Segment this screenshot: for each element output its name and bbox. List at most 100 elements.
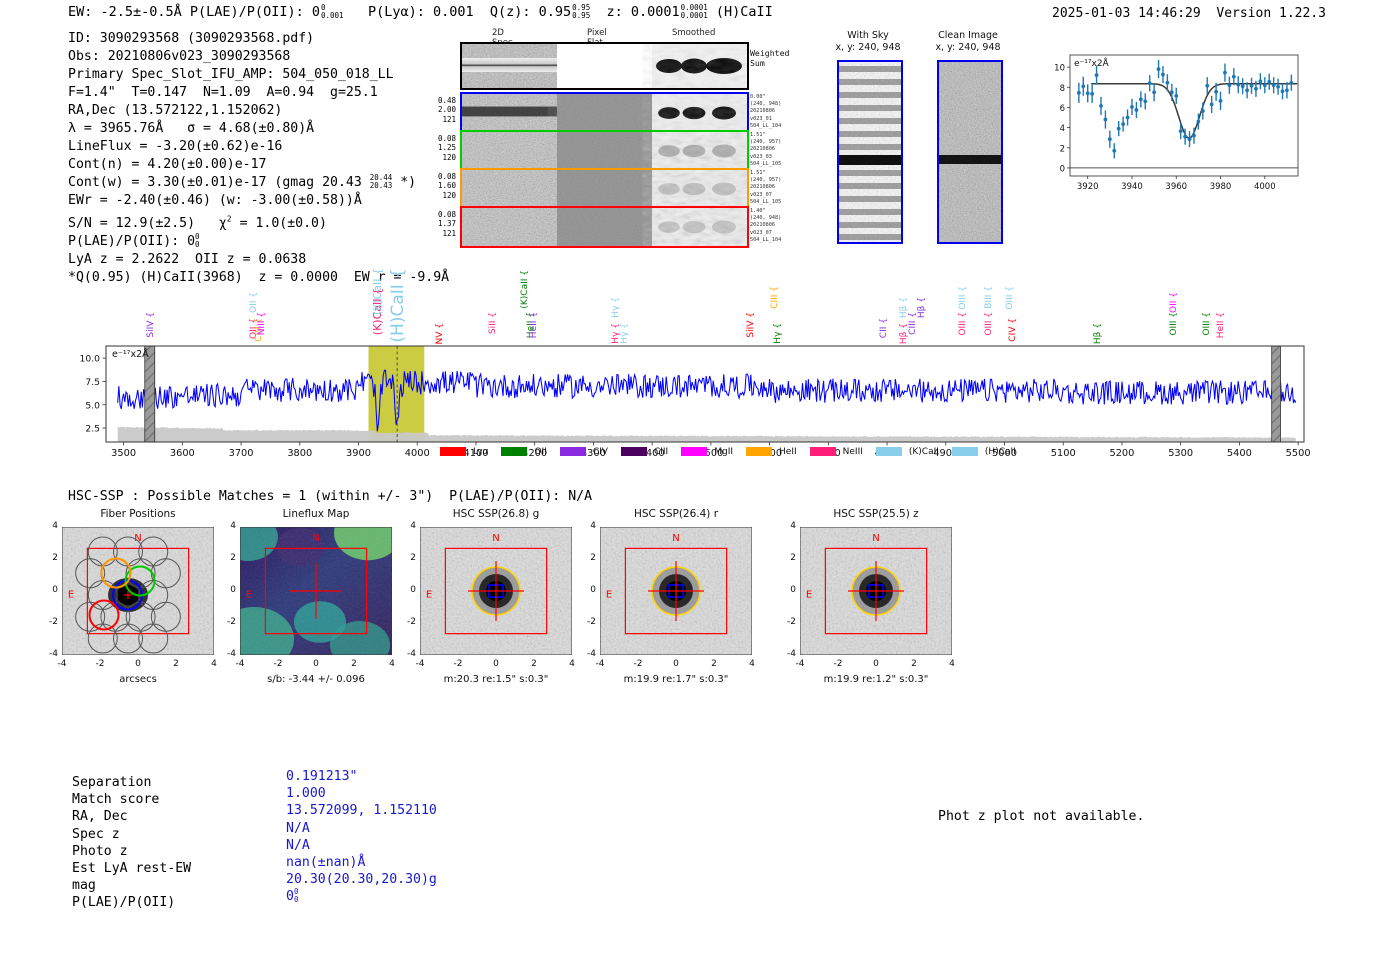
hsc-panel-caption: m:19.9 re:1.2" s:0.3" [823,674,929,685]
spectrum-units-annotation: e⁻¹⁷x2Å [112,348,149,360]
photz-unavailable-note: Phot z plot not available. [938,809,1145,824]
hsc-panel-caption: m:19.9 re:1.7" s:0.3" [623,674,729,685]
spectrum-line-marker: (K)CaII { [520,270,531,309]
hsc-axis-y-tick: -4 [49,649,58,659]
hsc-panel-caption: m:20.3 re:1.5" s:0.3" [443,674,549,685]
hsc-axis-y-tick: -4 [407,649,416,659]
match-property-value: nan(±nan)Å [286,855,366,871]
match-property-key: Photo z [72,843,128,859]
compass-north-label: N [672,533,679,544]
spectrum-line-marker: CIV { [1007,317,1018,342]
info-seeing: F=1.4" T=0.147 N=1.09 A=0.94 g=25.1 [68,85,378,101]
match-property-value: N/A [286,820,310,836]
legend-label: CIV [592,447,608,457]
hsc-panel-title: HSC SSP(25.5) z [833,508,919,520]
panel-title-smoothed: Smoothed [672,28,716,38]
legend-swatch [951,447,978,456]
compass-east-label: E [68,590,74,601]
match-property-key: Separation [72,775,152,790]
spectrum-line-marker: Hγ { [772,323,783,344]
hsc-axis-x-tick: 0 [493,659,499,669]
svg-text:5500: 5500 [1286,448,1311,459]
match-property-key: Match score [72,792,160,808]
legend-entry: CIII [620,447,669,457]
fiber-row-strip [460,130,749,172]
fiber-row-values: 0.08 1.60 120 [437,172,456,200]
hsc-axis-x-tick: 0 [135,659,141,669]
legend-label: MgII [714,447,734,457]
spectrum-line-marker: OIII { [984,312,995,337]
spectrum-line-marker: OIII { [1004,286,1015,311]
hsc-axis-x-tick: 2 [351,659,357,669]
svg-text:3920: 3920 [1077,182,1099,192]
hsc-axis-x-tick: 4 [211,659,217,669]
match-property-key: mag [72,878,96,894]
hsc-axis-x-tick: 2 [711,659,717,669]
hsc-axis-x-tick: -4 [235,659,245,669]
spectrum-line-marker: Hβ { [1092,323,1103,345]
hsc-axis-y-tick: 2 [52,553,58,563]
hsc-axis-y-tick: -4 [787,649,796,659]
svg-text:3800: 3800 [287,448,312,459]
legend-swatch [501,447,528,456]
legend-label: (K)CaII [908,447,939,457]
fiber-row-values: 0.08 1.37 121 [437,210,456,238]
fiber-row-values: 0.48 2.00 121 [437,96,456,124]
compass-north-label: N [134,533,141,544]
svg-text:2.5: 2.5 [85,424,100,435]
hsc-axis-y-tick: -2 [49,617,58,627]
hsc-axis-x-tick: -4 [415,659,425,669]
hsc-axis-y-tick: 0 [790,585,796,595]
gmag-range: 20.44 20.43 [369,173,393,191]
spectrum-line-marker: HeII { [1216,312,1227,339]
fiber-row-strip [460,206,749,248]
compass-east-label: E [426,590,432,601]
fiber-row-metadata: 1.51" (240, 957) 20210806 v023_07 504_LL_105 [750,170,782,205]
spectrum-line-marker: OIII { [957,312,968,337]
legend-entry: OII [501,447,547,457]
spectrum-line-marker: CII { [878,317,889,338]
linefit-units-annotation: e⁻¹⁷x2Å [1074,57,1110,69]
legend-swatch [620,447,647,456]
hsc-axis-y-tick: -4 [587,649,596,659]
hsc-axis-x-tick: 2 [531,659,537,669]
hsc-axis-x-tick: -4 [595,659,605,669]
hsc-axis-y-tick: 2 [410,553,416,563]
legend-label: OII [534,447,547,457]
svg-text:3900: 3900 [346,448,371,459]
spectrum-legend: Lyα OII CIV CIII MgII HeII NeIII (K)CaII (H)CaII [440,447,1029,457]
with-sky-image [837,60,903,244]
legend-label: NeIII [842,447,863,457]
hsc-axis-y-tick: 2 [790,553,796,563]
fiber-row-strip [460,92,749,134]
info-lineflux: LineFlux = -3.20(±0.62)e-16 [68,139,283,155]
hsc-axis-x-tick: 0 [313,659,319,669]
spectrum-line-marker: SiII { [488,312,499,335]
compass-north-label: N [872,533,879,544]
svg-text:4: 4 [1060,124,1065,134]
source-info-block: ID: 3090293568 (3090293568.pdf) Obs: 202… [68,30,449,287]
hsc-axis-x-tick: -2 [273,659,283,669]
spectrum-line-marker: OIII { [1201,312,1212,337]
match-properties-values: 0.191213" 1.000 13.572099, 1.152110 N/A N/A n… [286,768,437,906]
match-properties-keys: Separation Match score RA, Dec Spec z Photo … [72,774,191,912]
weighted-sum-label: Weighted Sum [750,48,790,68]
svg-text:4200: 4200 [522,448,547,459]
svg-text:7.5: 7.5 [85,377,100,388]
info-id: ID: 3090293568 (3090293568.pdf) [68,31,315,46]
qz-fraction: 0.95 0.95 [572,3,591,20]
match-property-value: 1.000 [286,786,326,802]
hsc-panel-group: Fiber Positions N E -4 -4 -2 -2 0 0 2 2 4 4 arcsecs Li… [0,508,1400,723]
with-sky-xy: x, y: 240, 948 [835,42,901,53]
legend-label: CIII [653,447,669,457]
hsc-panel-title: Fiber Positions [100,508,176,520]
version-text: Version 1.22.3 [1216,6,1326,21]
svg-text:10.0: 10.0 [80,354,101,365]
header-summary-line: EW: -2.5±-0.5Å P(LAE)/P(OII): 0 0 0.001 P(… [68,3,773,21]
svg-text:10: 10 [1054,64,1065,74]
